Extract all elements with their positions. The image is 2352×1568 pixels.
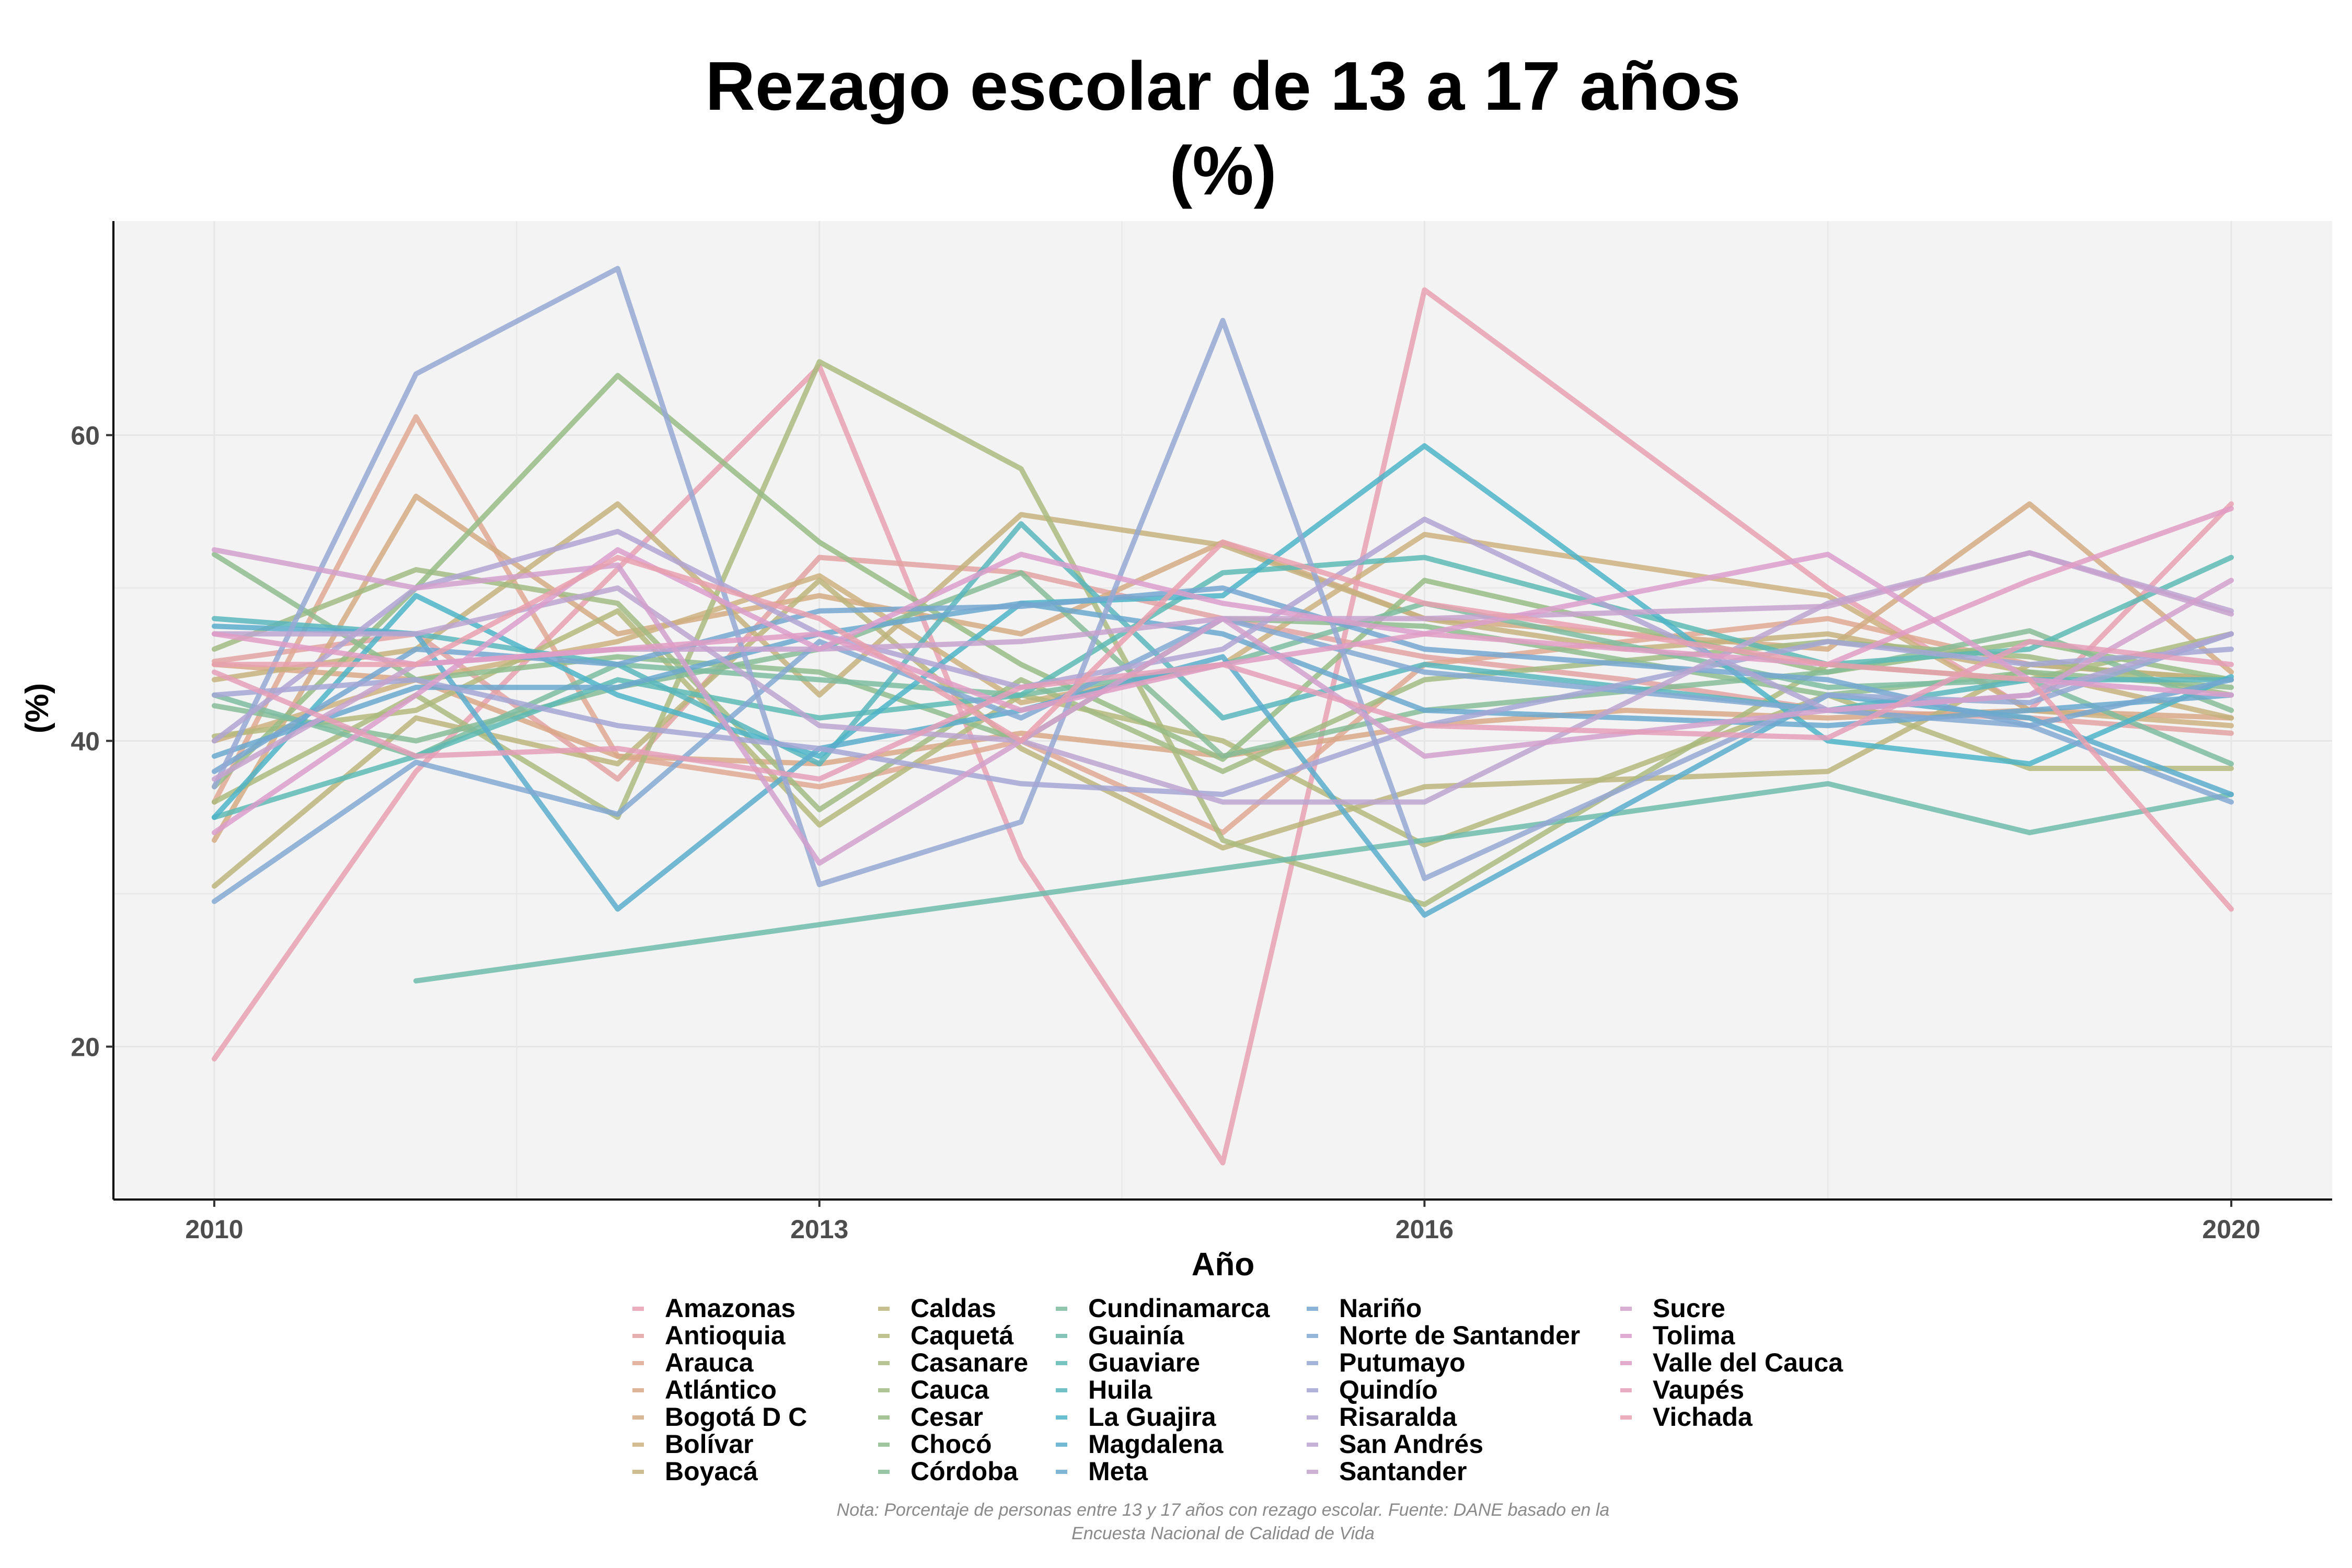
y-tick-label: 40: [71, 727, 100, 756]
legend-label-19: Magdalena: [1088, 1429, 1224, 1459]
legend-label-25: Risaralda: [1339, 1402, 1457, 1432]
legend-label-22: Norte de Santander: [1339, 1321, 1580, 1350]
plot-area: 20 40 60 2010 2013 2016 2020: [71, 221, 2332, 1244]
legend-label-30: Valle del Cauca: [1653, 1348, 1843, 1377]
series-lines: [212, 266, 2234, 1166]
series-line-29: [212, 547, 2234, 835]
chart-note-continued: Encuesta Nacional de Calidad de Vida: [1071, 1524, 1375, 1543]
legend-label-15: Guainía: [1088, 1321, 1185, 1350]
legend-label-12: Chocó: [910, 1429, 992, 1459]
legend-label-31: Vaupés: [1653, 1375, 1744, 1404]
x-tick-label: 2013: [790, 1215, 848, 1244]
legend-label-2: Arauca: [665, 1348, 754, 1377]
series-line-16: [212, 555, 2234, 820]
legend-label-9: Casanare: [910, 1348, 1028, 1377]
legend-label-11: Cesar: [910, 1402, 983, 1432]
legend-label-16: Guaviare: [1088, 1348, 1200, 1377]
legend-label-4: Bogotá D C: [665, 1402, 807, 1432]
chart-note: Nota: Porcentaje de personas entre 13 y …: [837, 1500, 1610, 1520]
x-tick-label: 2010: [185, 1215, 243, 1244]
series-line-31: [212, 639, 2234, 782]
series-line-23: [212, 266, 2234, 887]
legend-label-3: Atlántico: [665, 1375, 777, 1404]
legend-label-32: Vichada: [1653, 1402, 1753, 1432]
legend-label-21: Nariño: [1339, 1294, 1422, 1323]
legend-label-1: Antioquia: [665, 1321, 786, 1350]
series-line-8: [212, 608, 2234, 848]
x-tick-label: 2016: [1396, 1215, 1454, 1244]
legend-label-26: San Andrés: [1339, 1429, 1483, 1459]
y-tick-label: 60: [71, 421, 100, 451]
y-axis-title: (%): [19, 683, 55, 733]
legend-label-29: Tolima: [1653, 1321, 1736, 1350]
legend-label-13: Córdoba: [910, 1457, 1019, 1486]
chart-title-unit: (%): [1169, 132, 1276, 209]
x-axis-title: Año: [1192, 1247, 1255, 1283]
series-line-32: [212, 539, 2234, 912]
series-line-30: [212, 505, 2234, 713]
series-line-24: [212, 639, 2234, 797]
y-tick-label: 20: [71, 1033, 100, 1062]
legend-label-28: Sucre: [1653, 1294, 1725, 1323]
series-line-28: [212, 547, 2234, 866]
x-tick-label: 2020: [2202, 1215, 2260, 1244]
legend-label-17: Huila: [1088, 1375, 1152, 1404]
legend-label-0: Amazonas: [665, 1294, 795, 1323]
legend-label-27: Santander: [1339, 1457, 1467, 1486]
series-line-15: [413, 781, 2234, 984]
legend-label-8: Caquetá: [910, 1321, 1013, 1350]
legend-label-20: Meta: [1088, 1457, 1148, 1486]
legend-label-14: Cundinamarca: [1088, 1294, 1271, 1323]
legend-label-5: Bolívar: [665, 1429, 754, 1459]
series-line-19: [212, 624, 2234, 918]
legend-label-23: Putumayo: [1339, 1348, 1466, 1377]
legend-label-6: Boyacá: [665, 1457, 758, 1486]
legend-label-7: Caldas: [910, 1294, 996, 1323]
legend-label-24: Quindío: [1339, 1375, 1438, 1404]
chart-title: Rezago escolar de 13 a 17 años: [706, 48, 1741, 124]
legend-label-18: La Guajira: [1088, 1402, 1217, 1432]
legend-label-10: Cauca: [910, 1375, 989, 1404]
